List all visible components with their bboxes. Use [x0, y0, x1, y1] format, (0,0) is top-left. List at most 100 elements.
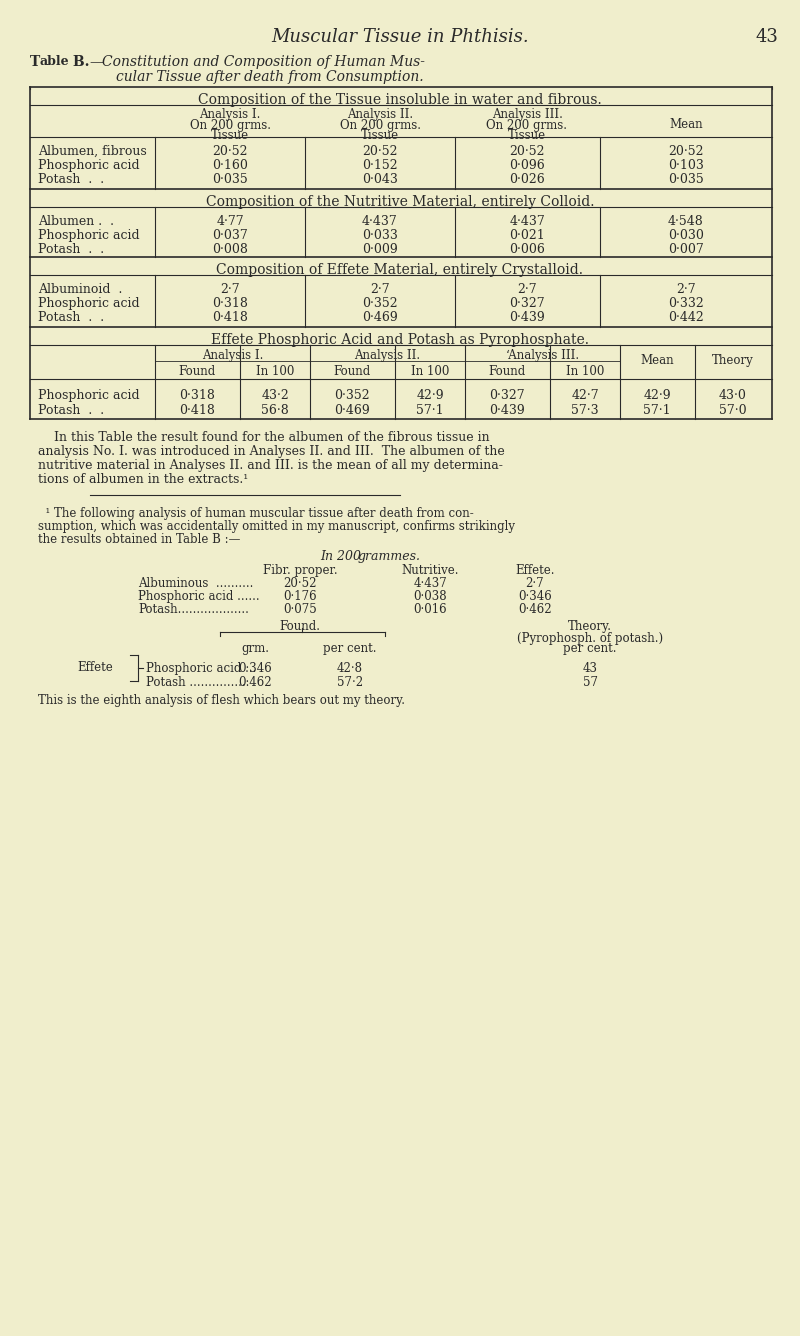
- Text: 0·318: 0·318: [179, 389, 215, 402]
- Text: Composition of the Tissue insoluble in water and fibrous.: Composition of the Tissue insoluble in w…: [198, 94, 602, 107]
- Text: 43·0: 43·0: [719, 389, 747, 402]
- Text: 0·033: 0·033: [362, 228, 398, 242]
- Text: the results obtained in Table B :—: the results obtained in Table B :—: [38, 533, 240, 546]
- Text: 57·0: 57·0: [719, 403, 747, 417]
- Text: Phosphoric acid ......: Phosphoric acid ......: [138, 591, 260, 603]
- Text: 56·8: 56·8: [261, 403, 289, 417]
- Text: grammes.: grammes.: [358, 550, 421, 562]
- Text: Effete.: Effete.: [515, 564, 554, 577]
- Text: 4·77: 4·77: [216, 215, 244, 228]
- Text: 0·103: 0·103: [668, 159, 704, 172]
- Text: Analysis II.: Analysis II.: [354, 349, 421, 362]
- Text: 0·462: 0·462: [518, 603, 552, 616]
- Text: Analysis III.: Analysis III.: [491, 108, 562, 122]
- Text: ‘Analysis III.: ‘Analysis III.: [506, 349, 579, 362]
- Text: 20·52: 20·52: [212, 146, 248, 158]
- Text: 42·7: 42·7: [571, 389, 599, 402]
- Text: 0·439: 0·439: [509, 311, 545, 325]
- Text: 0·418: 0·418: [212, 311, 248, 325]
- Text: 20·52: 20·52: [510, 146, 545, 158]
- Text: 0·030: 0·030: [668, 228, 704, 242]
- Text: Nutritive.: Nutritive.: [402, 564, 458, 577]
- Text: Potash  .  .: Potash . .: [38, 311, 104, 325]
- Text: 4·437: 4·437: [413, 577, 447, 591]
- Text: 0·075: 0·075: [283, 603, 317, 616]
- Text: Albuminous  ..........: Albuminous ..........: [138, 577, 254, 591]
- Text: 0·327: 0·327: [509, 297, 545, 310]
- Text: 0·021: 0·021: [509, 228, 545, 242]
- Text: In 100: In 100: [566, 365, 604, 378]
- Text: analysis No. I. was introduced in Analyses II. and III.  The albumen of the: analysis No. I. was introduced in Analys…: [38, 445, 505, 458]
- Text: Analysis I.: Analysis I.: [199, 108, 261, 122]
- Text: 57·3: 57·3: [571, 403, 599, 417]
- Text: cular Tissue after death from Consumption.: cular Tissue after death from Consumptio…: [116, 69, 424, 84]
- Text: Mean: Mean: [669, 118, 703, 131]
- Text: 0·439: 0·439: [489, 403, 525, 417]
- Text: Phosphoric acid: Phosphoric acid: [38, 228, 140, 242]
- Text: 0·096: 0·096: [509, 159, 545, 172]
- Text: Found: Found: [488, 365, 526, 378]
- Text: Albuminoid  .: Albuminoid .: [38, 283, 122, 297]
- Text: In 200: In 200: [320, 550, 365, 562]
- Text: Phosphoric acid ...: Phosphoric acid ...: [146, 663, 256, 675]
- Text: 0·008: 0·008: [212, 243, 248, 257]
- Text: B.: B.: [68, 55, 90, 69]
- Text: 2·7: 2·7: [220, 283, 240, 297]
- Text: Potash...................: Potash...................: [138, 603, 249, 616]
- Text: 57·1: 57·1: [416, 403, 444, 417]
- Text: sumption, which was accidentally omitted in my manuscript, confirms strikingly: sumption, which was accidentally omitted…: [38, 520, 515, 533]
- Text: 20·52: 20·52: [362, 146, 398, 158]
- Text: On 200 grms.: On 200 grms.: [190, 119, 270, 132]
- Text: 0·327: 0·327: [489, 389, 525, 402]
- Text: Found: Found: [334, 365, 370, 378]
- Text: 0·352: 0·352: [334, 389, 370, 402]
- Text: This is the eighth analysis of flesh which bears out my theory.: This is the eighth analysis of flesh whi…: [38, 693, 405, 707]
- Text: Potash ................: Potash ................: [146, 676, 250, 689]
- Text: Composition of Effete Material, entirely Crystalloid.: Composition of Effete Material, entirely…: [217, 263, 583, 277]
- Text: 0·007: 0·007: [668, 243, 704, 257]
- Text: In this Table the result found for the albumen of the fibrous tissue in: In this Table the result found for the a…: [38, 432, 490, 444]
- Text: 0·035: 0·035: [668, 172, 704, 186]
- Text: Effete: Effete: [77, 661, 113, 673]
- Text: Potash  .  .: Potash . .: [38, 172, 104, 186]
- Text: 2·7: 2·7: [526, 577, 544, 591]
- Text: 2·7: 2·7: [370, 283, 390, 297]
- Text: 4·548: 4·548: [668, 215, 704, 228]
- Text: nutritive material in Analyses II. and III. is the mean of all my determina-: nutritive material in Analyses II. and I…: [38, 460, 503, 472]
- Text: 43·2: 43·2: [261, 389, 289, 402]
- Text: Theory.: Theory.: [568, 620, 612, 633]
- Text: (Pyrophosph. of potash.): (Pyrophosph. of potash.): [517, 632, 663, 645]
- Text: Phosphoric acid: Phosphoric acid: [38, 389, 140, 402]
- Text: Tissue: Tissue: [211, 130, 249, 142]
- Text: per cent.: per cent.: [323, 643, 377, 655]
- Text: 0·152: 0·152: [362, 159, 398, 172]
- Text: ¹ The following analysis of human muscular tissue after death from con-: ¹ The following analysis of human muscul…: [38, 506, 474, 520]
- Text: 57: 57: [582, 676, 598, 689]
- Text: Phosphoric acid: Phosphoric acid: [38, 297, 140, 310]
- Text: 2·7: 2·7: [517, 283, 537, 297]
- Text: 2·7: 2·7: [676, 283, 696, 297]
- Text: 0·176: 0·176: [283, 591, 317, 603]
- Text: 0·043: 0·043: [362, 172, 398, 186]
- Text: Albumen, fibrous: Albumen, fibrous: [38, 146, 146, 158]
- Text: Composition of the Nutritive Material, entirely Colloid.: Composition of the Nutritive Material, e…: [206, 195, 594, 208]
- Text: Analysis II.: Analysis II.: [347, 108, 413, 122]
- Text: per cent.: per cent.: [563, 643, 617, 655]
- Text: Effete Phosphoric Acid and Potash as Pyrophosphate.: Effete Phosphoric Acid and Potash as Pyr…: [211, 333, 589, 347]
- Text: On 200 grms.: On 200 grms.: [486, 119, 567, 132]
- Text: 43: 43: [755, 28, 778, 45]
- Text: 0·346: 0·346: [518, 591, 552, 603]
- Text: —: —: [89, 55, 103, 69]
- Text: 0·026: 0·026: [509, 172, 545, 186]
- Text: 42·9: 42·9: [643, 389, 671, 402]
- Text: 43: 43: [582, 663, 598, 675]
- Text: Analysis I.: Analysis I.: [202, 349, 263, 362]
- Text: 57·2: 57·2: [337, 676, 363, 689]
- Text: Found.: Found.: [279, 620, 321, 633]
- Text: 0·442: 0·442: [668, 311, 704, 325]
- Text: Potash  .  .: Potash . .: [38, 243, 104, 257]
- Text: Mean: Mean: [640, 354, 674, 367]
- Text: 0·352: 0·352: [362, 297, 398, 310]
- Text: 0·009: 0·009: [362, 243, 398, 257]
- Text: Tissue: Tissue: [508, 130, 546, 142]
